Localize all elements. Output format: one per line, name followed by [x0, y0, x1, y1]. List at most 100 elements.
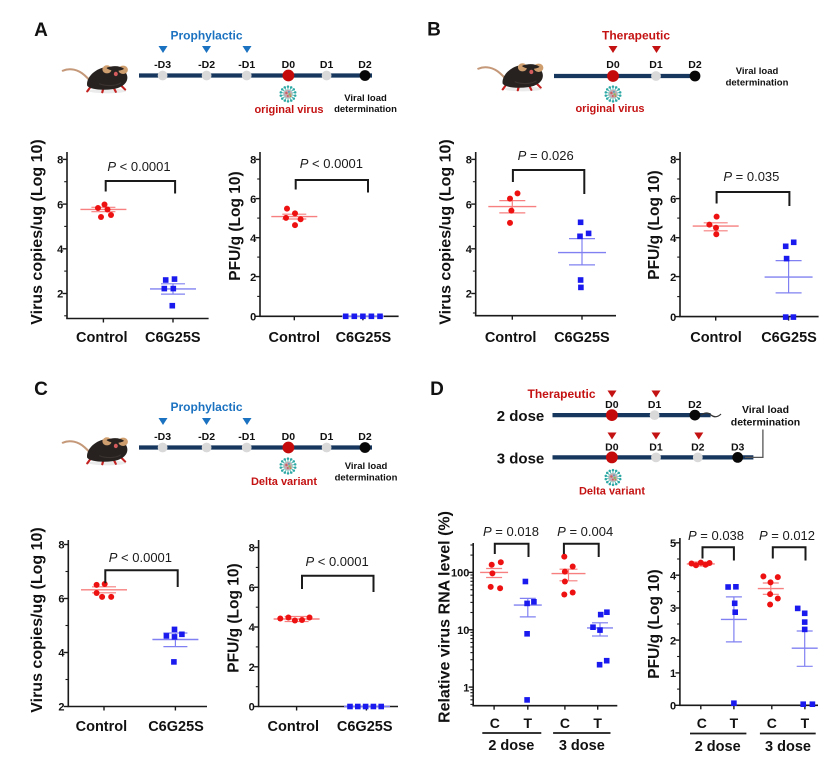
svg-text:Therapeutic: Therapeutic	[527, 387, 595, 401]
svg-text:D1: D1	[648, 399, 662, 411]
svg-text:Virus copies/ug (Log 10): Virus copies/ug (Log 10)	[438, 139, 455, 325]
svg-text:2: 2	[58, 702, 64, 714]
svg-text:Control: Control	[690, 330, 742, 346]
svg-text:8: 8	[670, 155, 676, 167]
svg-text:T: T	[801, 715, 810, 731]
svg-text:Viral load: Viral load	[742, 404, 789, 416]
svg-text:-D1: -D1	[238, 431, 255, 443]
svg-text:determination: determination	[335, 473, 398, 484]
svg-text:1: 1	[463, 682, 469, 694]
svg-text:2 dose: 2 dose	[497, 408, 545, 425]
svg-text:P = 0.026: P = 0.026	[518, 148, 574, 163]
svg-text:2: 2	[250, 272, 256, 284]
svg-text:2 dose: 2 dose	[695, 739, 741, 755]
svg-text:Delta variant: Delta variant	[251, 476, 317, 488]
svg-text:4: 4	[57, 244, 64, 256]
svg-text:2 dose: 2 dose	[488, 738, 534, 754]
svg-text:10: 10	[457, 625, 469, 637]
svg-text:8: 8	[249, 543, 255, 555]
svg-text:6: 6	[250, 194, 256, 206]
svg-text:D0: D0	[605, 442, 619, 454]
svg-text:D1: D1	[320, 431, 334, 443]
svg-text:D2: D2	[688, 399, 702, 411]
svg-text:D1: D1	[649, 59, 663, 71]
svg-text:2: 2	[670, 635, 676, 647]
svg-text:4: 4	[250, 233, 257, 245]
svg-text:original virus: original virus	[575, 103, 644, 115]
svg-text:Control: Control	[269, 330, 321, 346]
svg-text:T: T	[730, 715, 739, 731]
svg-text:original virus: original virus	[254, 104, 323, 116]
svg-text:4: 4	[670, 570, 677, 582]
svg-text:D2: D2	[691, 442, 705, 454]
svg-text:A: A	[34, 20, 48, 41]
svg-text:8: 8	[57, 155, 63, 167]
svg-text:1: 1	[670, 668, 676, 680]
svg-text:8: 8	[58, 540, 64, 552]
svg-text:C6G25S: C6G25S	[336, 330, 392, 346]
svg-text:Viral load: Viral load	[344, 93, 387, 104]
svg-text:P < 0.0001: P < 0.0001	[107, 159, 170, 174]
svg-text:0: 0	[670, 701, 676, 713]
svg-text:Delta variant: Delta variant	[579, 486, 645, 498]
svg-text:-D3: -D3	[154, 59, 171, 71]
svg-text:100: 100	[451, 568, 469, 580]
svg-text:C6G25S: C6G25S	[337, 719, 393, 735]
svg-text:6: 6	[670, 194, 676, 206]
svg-text:D0: D0	[606, 59, 620, 71]
svg-text:Prophylactic: Prophylactic	[170, 29, 242, 43]
svg-text:determination: determination	[334, 104, 397, 115]
svg-text:4: 4	[249, 622, 256, 634]
svg-text:-D2: -D2	[198, 59, 215, 71]
svg-text:P = 0.004: P = 0.004	[557, 524, 613, 539]
svg-text:PFU/g (Log 10): PFU/g (Log 10)	[227, 171, 244, 280]
svg-text:T: T	[524, 715, 533, 731]
svg-text:0: 0	[249, 702, 255, 714]
svg-text:P < 0.0001: P < 0.0001	[300, 156, 363, 171]
svg-text:C: C	[697, 715, 707, 731]
svg-text:3 dose: 3 dose	[765, 739, 811, 755]
svg-text:P < 0.0001: P < 0.0001	[305, 554, 368, 569]
svg-text:-D2: -D2	[198, 431, 215, 443]
svg-text:C6G25S: C6G25S	[761, 330, 817, 346]
svg-text:D2: D2	[688, 59, 702, 71]
svg-text:2: 2	[466, 289, 472, 301]
svg-text:Virus copies/ug (Log 10): Virus copies/ug (Log 10)	[29, 139, 46, 325]
svg-text:Control: Control	[268, 719, 320, 735]
svg-text:PFU/g (Log 10): PFU/g (Log 10)	[646, 569, 663, 678]
svg-text:2: 2	[670, 272, 676, 284]
svg-text:3 dose: 3 dose	[497, 451, 545, 468]
svg-text:Control: Control	[76, 330, 128, 346]
svg-text:determination: determination	[726, 78, 789, 89]
svg-text:Viral load: Viral load	[736, 66, 779, 77]
svg-text:P < 0.0001: P < 0.0001	[109, 550, 172, 565]
svg-text:0: 0	[250, 312, 256, 324]
svg-text:8: 8	[466, 155, 472, 167]
svg-text:3 dose: 3 dose	[559, 738, 605, 754]
svg-text:P = 0.038: P = 0.038	[688, 528, 744, 543]
svg-text:6: 6	[466, 199, 472, 211]
svg-text:D0: D0	[282, 431, 296, 443]
svg-text:C: C	[560, 715, 570, 731]
svg-text:Prophylactic: Prophylactic	[170, 400, 242, 414]
svg-text:Virus copies/ug (Log 10): Virus copies/ug (Log 10)	[29, 527, 46, 713]
svg-text:4: 4	[670, 233, 677, 245]
svg-text:D0: D0	[282, 59, 296, 71]
svg-text:-D1: -D1	[238, 59, 255, 71]
svg-text:Therapeutic: Therapeutic	[602, 29, 670, 43]
svg-text:PFU/g (Log 10): PFU/g (Log 10)	[226, 563, 243, 672]
svg-text:C6G25S: C6G25S	[554, 330, 610, 346]
svg-text:0: 0	[670, 312, 676, 324]
svg-text:C: C	[490, 715, 500, 731]
svg-text:3: 3	[670, 603, 676, 615]
svg-text:Control: Control	[76, 719, 128, 735]
svg-text:Control: Control	[485, 330, 537, 346]
svg-text:P = 0.035: P = 0.035	[723, 169, 779, 184]
svg-text:8: 8	[250, 155, 256, 167]
svg-text:4: 4	[58, 648, 65, 660]
svg-text:D3: D3	[731, 442, 745, 454]
svg-text:C: C	[34, 379, 48, 400]
svg-text:4: 4	[466, 244, 473, 256]
svg-text:P = 0.012: P = 0.012	[759, 528, 815, 543]
svg-text:P = 0.018: P = 0.018	[483, 524, 539, 539]
